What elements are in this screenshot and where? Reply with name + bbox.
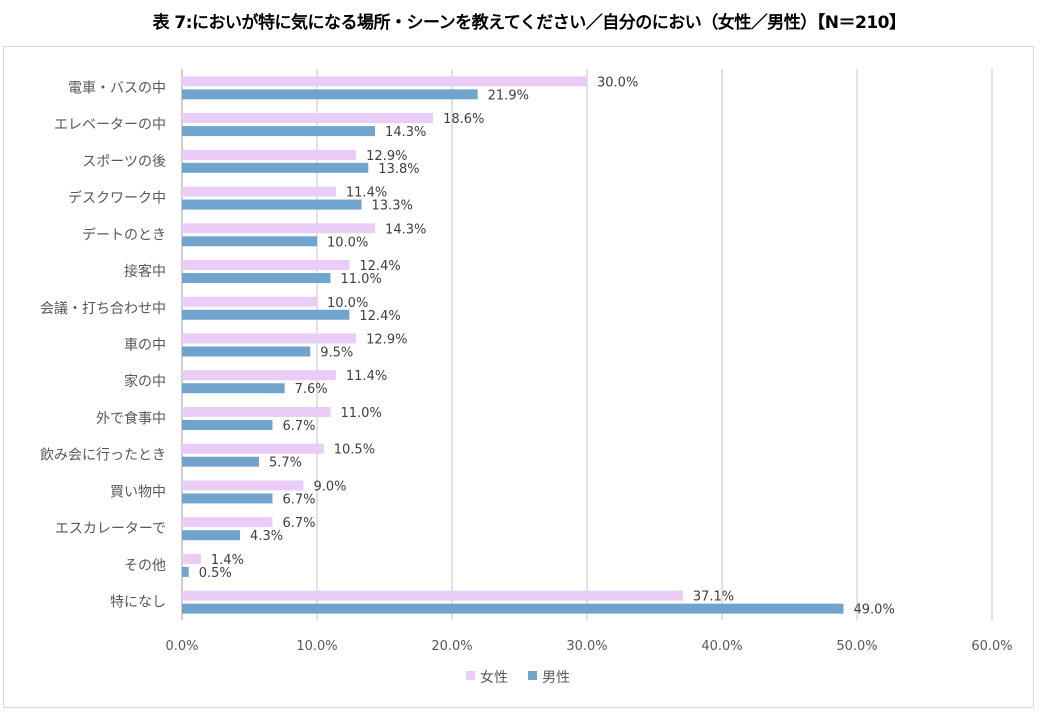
category-label: その他 — [124, 558, 166, 574]
bar-male — [182, 419, 273, 430]
data-label: 37.1% — [693, 590, 734, 605]
category-label: デスクワーク中 — [68, 190, 166, 207]
x-tick-label: 40.0% — [701, 639, 742, 654]
category-label: 車の中 — [124, 337, 166, 354]
data-label: 5.7% — [269, 456, 302, 471]
data-label: 11.4% — [346, 186, 387, 201]
data-label: 10.5% — [334, 443, 375, 458]
bar-male — [182, 89, 478, 100]
bar-female — [182, 296, 317, 307]
data-label: 12.9% — [366, 149, 407, 164]
category-label: 家の中 — [124, 373, 166, 390]
data-label: 10.0% — [327, 235, 368, 250]
bar-male — [182, 273, 331, 284]
bar-female — [182, 149, 357, 160]
data-label: 11.0% — [341, 272, 382, 287]
bar-male — [182, 199, 362, 210]
legend-swatch-male — [528, 671, 537, 680]
legend-swatch-female — [466, 671, 475, 680]
data-label: 21.9% — [488, 88, 529, 103]
data-label: 10.0% — [327, 296, 368, 311]
chart-title: 表 7:においが特に気になる場所・シーンを教えてください／自分のにおい（女性／男… — [152, 13, 906, 33]
bar-male — [182, 126, 376, 137]
category-label: 買い物中 — [110, 484, 166, 500]
bar-female — [182, 223, 376, 234]
bar-male — [182, 236, 317, 247]
data-label: 14.3% — [385, 125, 426, 140]
bar-male — [182, 530, 241, 541]
bar-female — [182, 260, 350, 271]
bar-female — [182, 333, 357, 344]
bar-female — [182, 553, 201, 564]
category-label: デートのとき — [82, 226, 166, 243]
data-label: 4.3% — [250, 529, 283, 544]
data-label: 0.5% — [199, 566, 232, 581]
category-label: スポーツの後 — [82, 154, 166, 170]
data-label: 1.4% — [211, 553, 244, 568]
bar-female — [182, 76, 587, 87]
data-label: 12.9% — [366, 333, 407, 348]
bar-female — [182, 480, 304, 491]
bar-male — [182, 493, 273, 504]
bar-male — [182, 383, 285, 394]
category-label: 会議・打ち合わせ中 — [40, 300, 166, 317]
bar-male — [182, 162, 369, 173]
category-label: 外で食事中 — [96, 410, 166, 427]
bar-female — [182, 370, 336, 381]
x-tick-label: 10.0% — [296, 639, 337, 654]
bar-female — [182, 406, 331, 417]
legend-label: 女性 — [480, 669, 508, 686]
legend-label: 男性 — [542, 670, 570, 686]
data-label: 7.6% — [295, 382, 328, 397]
x-tick-label: 0.0% — [165, 639, 198, 654]
x-tick-label: 60.0% — [971, 639, 1012, 654]
bar-male — [182, 346, 311, 357]
data-label: 11.0% — [341, 406, 382, 421]
data-label: 11.4% — [346, 369, 387, 384]
category-label: エレベーターの中 — [54, 117, 166, 133]
data-label: 14.3% — [385, 222, 426, 237]
data-label: 9.5% — [320, 346, 353, 361]
category-label: 飲み会に行ったとき — [40, 448, 166, 464]
data-label: 6.7% — [282, 516, 315, 531]
bar-male — [182, 456, 259, 467]
data-label: 12.4% — [359, 309, 400, 324]
category-label: 特になし — [110, 595, 166, 611]
bar-female — [182, 517, 273, 528]
chart-frame — [3, 46, 1034, 708]
data-label: 6.7% — [282, 419, 315, 434]
bar-female — [182, 186, 336, 197]
x-tick-label: 20.0% — [431, 639, 472, 654]
data-label: 30.0% — [597, 75, 638, 90]
data-label: 9.0% — [314, 479, 347, 494]
bar-male — [182, 603, 844, 614]
data-label: 18.6% — [443, 112, 484, 127]
bar-female — [182, 443, 324, 454]
data-label: 6.7% — [282, 492, 315, 507]
x-tick-label: 50.0% — [836, 639, 877, 654]
data-label: 12.4% — [359, 259, 400, 274]
x-tick-label: 30.0% — [566, 639, 607, 654]
bar-male — [182, 566, 189, 577]
category-label: 電車・バスの中 — [68, 79, 166, 96]
category-label: エスカレーターで — [55, 521, 166, 537]
data-label: 13.3% — [372, 199, 413, 214]
bar-male — [182, 309, 350, 320]
bar-female — [182, 113, 434, 124]
bar-female — [182, 590, 683, 601]
data-label: 13.8% — [378, 162, 419, 177]
category-label: 接客中 — [124, 263, 166, 280]
data-label: 49.0% — [854, 603, 895, 618]
